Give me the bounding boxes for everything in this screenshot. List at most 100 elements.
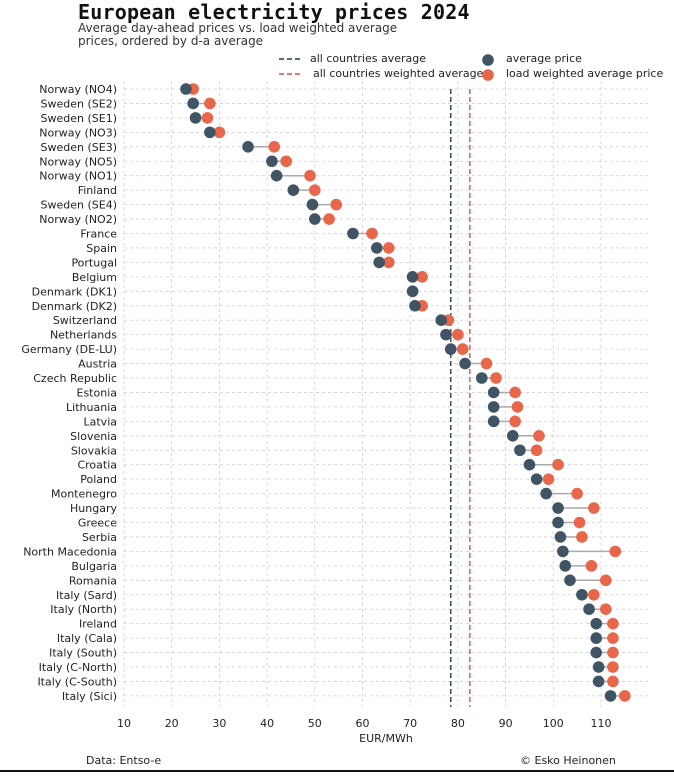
- average-price-dot: [287, 184, 300, 196]
- category-label: Spain: [86, 242, 117, 255]
- category-label: Italy (North): [50, 603, 117, 616]
- x-axis-label: EUR/MWh: [359, 732, 413, 745]
- category-label: Italy (Cala): [57, 632, 117, 645]
- weighted-price-dot: [213, 126, 226, 139]
- average-price-dot: [592, 661, 605, 673]
- weighted-price-dot: [201, 112, 214, 124]
- average-price-dot: [554, 531, 567, 543]
- legend-avg-line-swatch: [279, 58, 303, 60]
- x-tick-label: 100: [543, 717, 564, 730]
- weighted-price-dot: [530, 444, 543, 457]
- author-credit: © Esko Heinonen: [520, 754, 616, 767]
- weighted-price-dot: [382, 256, 395, 269]
- average-price-dot: [371, 242, 383, 254]
- average-price-dot: [180, 83, 192, 95]
- average-price-dot: [475, 372, 488, 384]
- x-tick-label: 60: [356, 717, 370, 730]
- data-source: Data: Entso-e: [86, 754, 162, 767]
- average-price-dot: [564, 574, 576, 587]
- category-label: Italy (C-South): [37, 675, 117, 688]
- category-label: Norway (NO5): [39, 155, 117, 168]
- x-tick-label: 30: [212, 717, 226, 730]
- average-price-dot: [583, 603, 595, 615]
- category-label: Sweden (SE3): [41, 141, 117, 154]
- legend-avg-dot-label: average price: [506, 52, 582, 65]
- category-label: Poland: [80, 473, 117, 486]
- weighted-price-dot: [280, 155, 292, 168]
- legend-weighted-line-swatch: [279, 73, 303, 75]
- category-label: Denmark (DK1): [32, 285, 117, 298]
- average-price-dot: [459, 357, 471, 370]
- average-price-dot: [347, 227, 359, 240]
- weighted-price-dot: [552, 458, 564, 471]
- average-price-dot: [540, 487, 552, 500]
- category-label: North Macedonia: [23, 545, 117, 558]
- category-label: Sweden (SE1): [41, 112, 117, 125]
- category-label: Belgium: [72, 271, 117, 284]
- average-price-dot: [373, 256, 385, 269]
- average-price-dot: [406, 285, 419, 298]
- average-price-dot: [559, 560, 572, 572]
- category-label: Italy (Sard): [56, 589, 117, 602]
- category-label: Austria: [78, 358, 117, 371]
- average-price-dot: [270, 169, 283, 182]
- weighted-price-dot: [323, 213, 335, 225]
- weighted-price-dot: [366, 227, 378, 240]
- weighted-price-dot: [599, 603, 612, 615]
- average-price-dot: [444, 343, 457, 355]
- category-label: Sweden (SE2): [41, 97, 117, 110]
- category-label: Netherlands: [50, 329, 117, 342]
- weighted-price-dot: [416, 271, 428, 283]
- category-label: Bulgaria: [71, 560, 117, 573]
- x-tick-label: 80: [451, 717, 465, 730]
- weighted-price-dot: [480, 357, 493, 370]
- category-label: Italy (Sici): [62, 690, 117, 703]
- weighted-price-dot: [382, 242, 395, 254]
- average-price-dot: [576, 588, 588, 601]
- weighted-price-dot: [609, 545, 622, 558]
- average-price-dot: [557, 545, 569, 558]
- average-price-dot: [514, 444, 526, 457]
- weighted-price-dot: [456, 343, 469, 355]
- category-label: Serbia: [82, 531, 117, 544]
- weighted-price-dot: [330, 198, 343, 211]
- average-price-dot: [590, 632, 603, 644]
- weighted-price-dot: [619, 690, 631, 702]
- weighted-price-dot: [588, 588, 600, 601]
- weighted-price-dot: [576, 531, 588, 543]
- weighted-price-dot: [309, 184, 321, 196]
- average-price-dot: [189, 112, 202, 124]
- category-label: Croatia: [77, 459, 117, 472]
- average-price-dot: [552, 502, 564, 514]
- average-price-dot: [552, 516, 564, 529]
- category-label: Greece: [78, 517, 117, 530]
- weighted-price-dot: [509, 386, 521, 399]
- weighted-price-dot: [490, 372, 502, 384]
- category-label: Finland: [78, 184, 117, 197]
- category-label: Portugal: [71, 256, 117, 269]
- x-tick-label: 20: [165, 717, 179, 730]
- average-price-dot: [266, 155, 278, 168]
- average-price-dot: [440, 328, 452, 341]
- x-tick-label: 10: [117, 717, 131, 730]
- average-price-dot: [487, 401, 500, 413]
- legend-weighted-dot-label: load weighted average price: [506, 67, 664, 80]
- chart-title: European electricity prices 2024: [78, 0, 470, 24]
- average-price-dot: [604, 690, 617, 702]
- category-label: Czech Republic: [33, 372, 117, 385]
- average-price-dot: [409, 299, 421, 312]
- average-price-dot: [506, 430, 519, 442]
- weighted-price-dot: [533, 430, 545, 442]
- category-label: Italy (South): [49, 647, 117, 660]
- weighted-price-dot: [585, 560, 598, 572]
- category-label: Norway (NO3): [39, 126, 117, 139]
- category-label: Slovenia: [70, 430, 117, 443]
- category-label: Hungary: [70, 502, 117, 515]
- category-label: Switzerland: [53, 314, 117, 327]
- weighted-price-dot: [607, 646, 619, 659]
- weighted-price-dot: [509, 415, 521, 428]
- chart-subtitle: Average day-ahead prices vs. load weight…: [78, 21, 398, 48]
- category-label: Montenegro: [51, 488, 117, 501]
- category-label: Denmark (DK2): [32, 300, 117, 313]
- average-price-dot: [523, 458, 536, 471]
